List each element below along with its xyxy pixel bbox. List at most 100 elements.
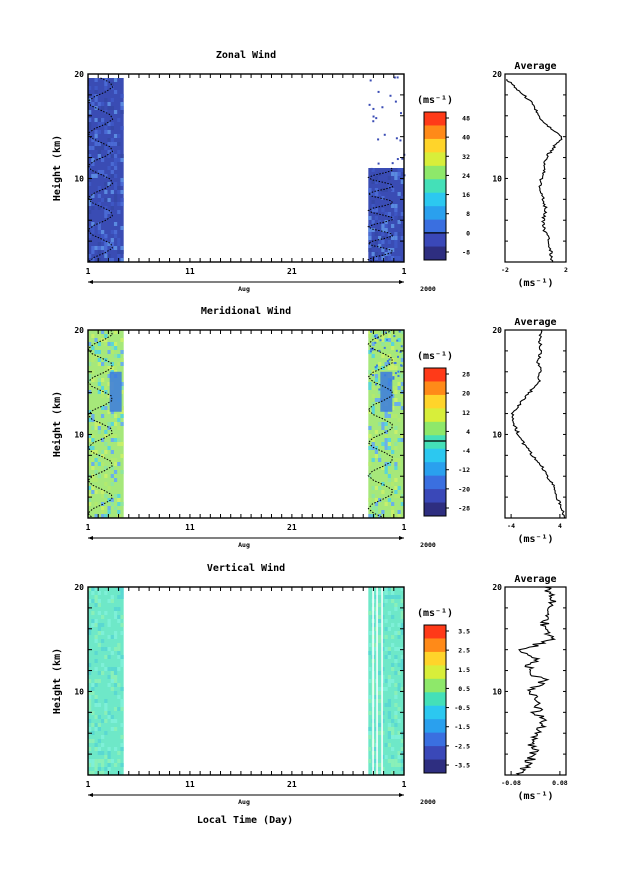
year-label: 2000 [420,541,436,549]
heat-cell [113,635,118,639]
heat-cell [378,635,382,639]
heat-cell [94,623,98,627]
colorbar-swatch [424,381,446,396]
heat-cell [104,450,108,454]
heat-cell [387,442,392,446]
heat-cell [371,374,374,377]
heat-cell [368,514,372,518]
heat-cell [117,707,121,711]
colorbar-frame [423,367,447,517]
heat-cell [97,631,101,635]
heat-cell [387,256,392,260]
heat-cell [397,220,401,224]
heat-cell [378,388,381,391]
heat-cell [120,422,124,426]
heat-cell [100,330,105,334]
heat-cell [110,366,114,370]
heat-cell [397,683,401,687]
heat-cell [100,378,105,382]
heat-cell [113,186,118,190]
heat-cell [117,250,121,254]
heat-cell [107,715,111,719]
heat-cell [113,679,118,683]
colorbar-tick-label: -3.5 [454,762,470,770]
heat-cell [381,228,385,232]
heat-cell [400,498,404,502]
heat-cell [391,591,395,595]
heat-cell [91,619,95,623]
heat-cell [110,671,114,675]
heat-cell [107,510,111,514]
heat-cell [391,482,395,486]
heat-cell [391,755,395,759]
heat-cell [398,330,401,333]
heat-cell [120,246,124,250]
heat-cell [391,506,395,510]
heat-cell [400,659,404,663]
heat-cell [97,591,101,595]
heat-cell [117,202,121,206]
heat-cell [88,486,92,490]
heat-cell [374,383,377,386]
heat-cell [120,763,124,767]
heat-cell [117,498,121,502]
heat-cell [91,226,95,230]
heat-cell [100,514,105,518]
colorbar-unit: (ms⁻¹) [417,95,453,106]
heat-cell [94,502,98,506]
heat-cell [104,214,108,218]
heat-cell [391,667,395,671]
heat-cell [113,198,118,202]
heat-cell [368,462,372,466]
heat-cell [100,490,105,494]
heat-cell [378,390,382,394]
heat-cell [376,337,379,340]
heat-cell [117,647,121,651]
heat-cell [378,615,382,619]
colorbar-unit: (ms⁻¹) [417,608,453,619]
heat-cell [387,240,392,244]
heat-cell [91,206,95,210]
heat-cell [368,224,372,228]
month-axis-arrow [88,793,93,797]
heat-cell [100,494,105,498]
heat-cell [104,611,108,615]
month-axis-arrow [399,536,404,540]
heat-cell [104,442,108,446]
heat-cell [91,486,95,490]
heat-cell [384,446,388,450]
heat-cell [394,603,398,607]
heat-cell [97,250,101,254]
heat-cell [384,502,388,506]
heat-cell [104,466,108,470]
heat-cell [113,158,118,162]
heat-cell [91,138,95,142]
heat-cell [394,358,398,362]
heat-cell [394,763,398,767]
heat-cell [97,771,101,775]
heat-cell [100,122,105,126]
heat-cell [100,623,105,627]
heat-cell [94,478,98,482]
heat-cell [110,238,114,242]
heat-cell [399,350,402,353]
heat-cell [91,458,95,462]
heat-cell [395,349,398,352]
heat-cell [397,623,401,627]
heat-cell [394,647,398,651]
heat-cell [113,470,118,474]
heat-cell [91,478,95,482]
heat-cell [88,362,92,366]
heat-cell [107,623,111,627]
zero-contour [367,329,393,519]
heat-cell [97,186,101,190]
heat-cell [104,366,108,370]
heat-cell [381,256,385,260]
heat-cell [104,78,108,82]
heat-cell [120,258,124,262]
heat-cell [394,224,397,227]
heat-cell [113,194,118,198]
heat-cell [391,236,395,240]
heat-cell [113,154,118,158]
heat-cell [117,510,121,514]
